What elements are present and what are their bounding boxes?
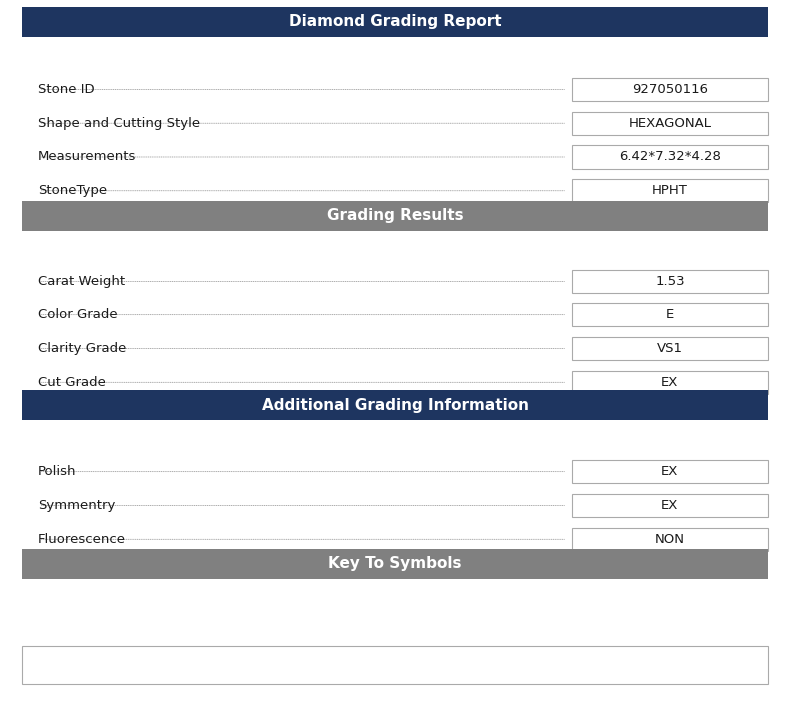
Text: Carat Weight: Carat Weight (38, 275, 125, 288)
Bar (22, 6, 768, 37)
Bar (22, 646, 768, 684)
Text: Additional Grading Information: Additional Grading Information (261, 398, 529, 413)
Text: Symmentry: Symmentry (38, 499, 115, 512)
Text: Diamond Grading Report: Diamond Grading Report (288, 14, 502, 29)
Text: EX: EX (661, 376, 679, 389)
Text: Stone ID: Stone ID (38, 83, 95, 96)
Text: HEXAGONAL: HEXAGONAL (628, 117, 712, 130)
Text: Cut Grade: Cut Grade (38, 376, 106, 389)
Bar (572, 528, 768, 551)
Bar (572, 371, 768, 394)
Bar (572, 270, 768, 293)
Bar (572, 180, 768, 202)
Bar (572, 112, 768, 134)
Text: VS1: VS1 (657, 342, 683, 355)
Text: HPHT: HPHT (652, 184, 688, 197)
Bar (572, 303, 768, 326)
Bar (22, 201, 768, 231)
Bar (22, 390, 768, 420)
Text: 1.53: 1.53 (655, 275, 685, 288)
Text: Shape and Cutting Style: Shape and Cutting Style (38, 117, 200, 130)
Text: Color Grade: Color Grade (38, 308, 118, 321)
Text: Measurements: Measurements (38, 151, 137, 163)
Bar (572, 337, 768, 360)
Text: 6.42*7.32*4.28: 6.42*7.32*4.28 (619, 151, 720, 163)
Text: Clarity Grade: Clarity Grade (38, 342, 126, 355)
Text: Grading Results: Grading Results (327, 208, 463, 223)
Text: Polish: Polish (38, 465, 77, 478)
Text: NON: NON (655, 533, 685, 546)
Text: Fluorescence: Fluorescence (38, 533, 126, 546)
Bar (22, 548, 768, 579)
Text: EX: EX (661, 465, 679, 478)
Bar (572, 460, 768, 483)
Bar (572, 494, 768, 517)
Bar (572, 146, 768, 168)
Text: E: E (666, 308, 674, 321)
Text: Key To Symbols: Key To Symbols (329, 556, 461, 571)
Bar (572, 78, 768, 101)
Text: StoneType: StoneType (38, 184, 107, 197)
Text: EX: EX (661, 499, 679, 512)
Text: 927050116: 927050116 (632, 83, 708, 96)
